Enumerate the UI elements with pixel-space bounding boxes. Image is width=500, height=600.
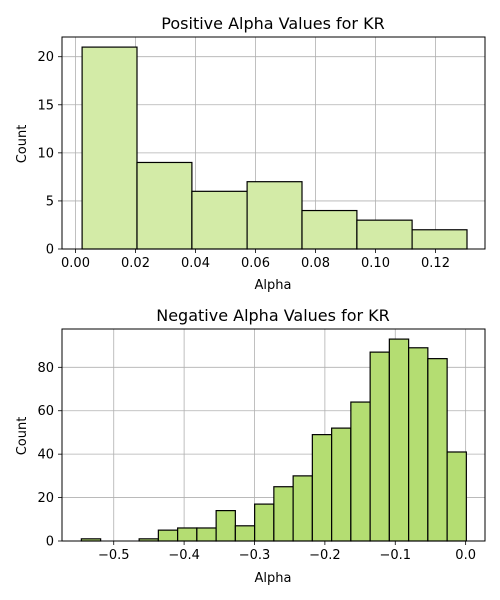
y-tick-label: 20 (37, 491, 54, 506)
y-axis-label: Count (15, 125, 30, 164)
histogram-bar (331, 427, 352, 542)
y-axis-label: Count (15, 417, 30, 456)
bars (80, 338, 467, 542)
histogram-bar (215, 510, 236, 542)
histogram-bar (446, 451, 467, 542)
x-tick-label: 0.04 (181, 256, 210, 271)
histogram-bar (311, 434, 333, 542)
x-tick-label: −0.5 (98, 548, 130, 563)
negative-alpha-histogram: Negative Alpha Values for KR Alpha Count… (15, 306, 486, 586)
histogram-bar (157, 529, 179, 542)
x-tick-label: 0.00 (61, 256, 90, 271)
histogram-bar (408, 347, 429, 542)
histogram-bar (177, 527, 198, 542)
x-tick-label: −0.4 (168, 548, 200, 563)
histogram-bar (356, 219, 413, 250)
x-tick-label: 0.10 (361, 256, 390, 271)
histogram-bar (292, 475, 313, 542)
y-tick-label: 10 (37, 146, 54, 161)
histogram-bar (136, 161, 193, 250)
x-tick-label: −0.1 (379, 548, 411, 563)
histogram-bar (301, 209, 358, 250)
x-tick-label: 0.0 (455, 548, 476, 563)
y-tick-label: 0 (46, 535, 54, 550)
histogram-bar (350, 401, 371, 542)
x-axis-label: Alpha (255, 571, 292, 586)
histogram-bar (273, 486, 294, 542)
bars (81, 46, 468, 250)
plot-frame (61, 328, 486, 542)
histogram-bar (234, 525, 256, 542)
positive-alpha-histogram: Positive Alpha Values for KR Alpha Count… (15, 14, 486, 293)
chart-title: Negative Alpha Values for KR (156, 306, 390, 325)
histogram-bar (369, 351, 390, 542)
x-tick-label: −0.3 (239, 548, 271, 563)
x-axis-label: Alpha (255, 278, 292, 293)
x-tick-label: 0.02 (121, 256, 150, 271)
histogram-bar (254, 503, 275, 542)
histogram-bar (81, 46, 138, 250)
y-tick-label: 0 (46, 243, 54, 258)
x-tick-label: 0.06 (241, 256, 270, 271)
histogram-bar (246, 181, 303, 250)
x-tick-label: 0.12 (421, 256, 450, 271)
y-tick-label: 20 (37, 50, 54, 65)
y-tick-label: 60 (37, 404, 54, 419)
chart-title: Positive Alpha Values for KR (161, 14, 384, 33)
histogram-bar (388, 338, 410, 542)
y-tick-label: 15 (37, 98, 54, 113)
histogram-bar (191, 190, 248, 250)
plot-frame (61, 36, 486, 250)
histogram-bar (411, 229, 468, 250)
y-tick-label: 80 (37, 361, 54, 376)
y-tick-label: 5 (46, 194, 54, 209)
y-tick-label: 40 (37, 448, 54, 463)
histogram-bar (427, 358, 448, 542)
x-tick-label: 0.08 (301, 256, 330, 271)
histogram-bar (196, 527, 217, 542)
x-tick-label: −0.2 (309, 548, 341, 563)
